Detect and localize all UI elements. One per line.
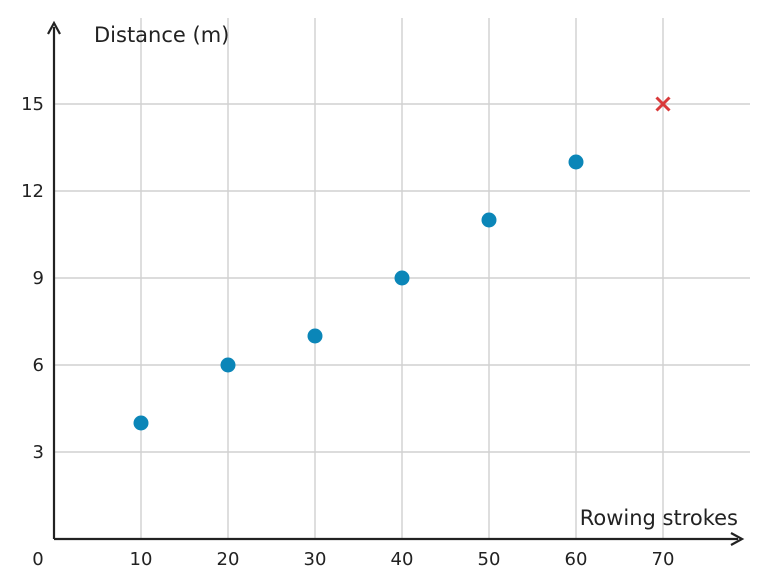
x-tick-label: 60 <box>565 549 588 570</box>
grid-layer <box>54 18 750 539</box>
tick-labels: 10 20 30 40 50 60 70 3 6 9 12 15 <box>21 94 674 570</box>
x-tick-label: 20 <box>217 549 240 570</box>
x-tick-label: 10 <box>130 549 153 570</box>
data-point <box>133 415 149 431</box>
x-axis-label: Rowing strokes <box>580 506 738 530</box>
cross-marker <box>655 96 671 112</box>
data-point <box>394 270 410 286</box>
x-tick-label: 40 <box>391 549 414 570</box>
axes-layer <box>47 20 745 546</box>
data-point <box>307 328 323 344</box>
data-point <box>481 212 497 228</box>
y-tick-label: 6 <box>33 355 44 376</box>
origin-label: 0 <box>32 549 43 570</box>
data-point <box>220 357 236 373</box>
y-axis-label: Distance (m) <box>94 23 229 47</box>
y-tick-label: 9 <box>33 268 44 289</box>
y-tick-label: 12 <box>21 181 44 202</box>
data-points <box>133 96 671 431</box>
y-axis-arrowhead <box>47 20 61 35</box>
cross-marker-stroke <box>655 96 671 112</box>
x-axis-arrowhead <box>730 532 745 546</box>
data-point <box>568 154 584 170</box>
x-tick-label: 50 <box>478 549 501 570</box>
x-tick-label: 70 <box>652 549 675 570</box>
y-tick-label: 15 <box>21 94 44 115</box>
x-tick-label: 30 <box>304 549 327 570</box>
y-tick-label: 3 <box>33 442 44 463</box>
